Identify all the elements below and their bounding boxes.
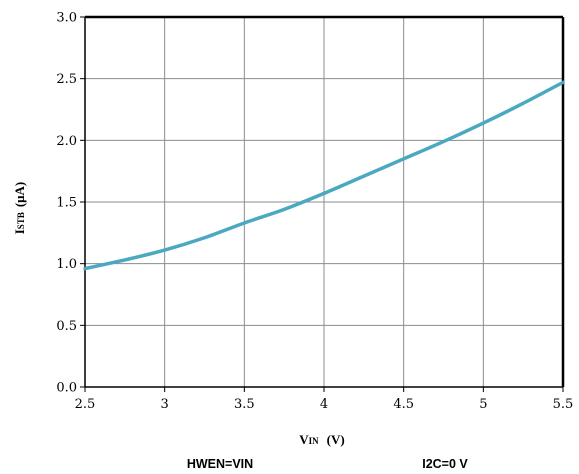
x-axis-title-main: V [299,432,309,447]
y-tick-label: 3.0 [56,11,77,26]
y-tick-label: 0.5 [56,319,77,334]
x-tick-label: 2.5 [75,397,96,412]
y-tick-labels: 0.0 0.5 1.0 1.5 2.0 2.5 3.0 [56,11,77,396]
plot-area [80,15,565,392]
x-tick-label: 3 [161,397,169,412]
x-axis-title-sub: IN [309,436,320,446]
x-tick-label: 4.5 [393,397,414,412]
y-axis-title-main: I [12,229,27,234]
x-tick-label: 3.5 [234,397,255,412]
condition-i2c: I2C=0 V [422,457,468,471]
y-axis-title-unit: (μA) [12,182,27,207]
y-tick-label: 1.0 [56,257,77,272]
x-tick-label: 5 [479,397,487,412]
y-tick-label: 2.0 [56,134,77,149]
y-tick-label: 0.0 [56,381,77,396]
series [83,80,565,271]
y-axis-title-sub: STB [16,212,26,229]
x-tick-label: 5.5 [553,397,574,412]
series-line [83,80,565,271]
x-axis-title-unit: (V) [327,432,345,447]
y-tick-label: 1.5 [56,196,77,211]
grid [84,16,564,388]
x-axis-title: VIN (V) [299,432,344,447]
x-tick-label: 4 [320,397,328,412]
x-tick-labels: 2.5 3 3.5 4 4.5 5 5.5 [75,397,574,412]
condition-hwen: HWEN=VIN [187,457,253,471]
y-tick-label: 2.5 [56,72,77,87]
y-axis-title: ISTB (μA) [12,182,27,235]
